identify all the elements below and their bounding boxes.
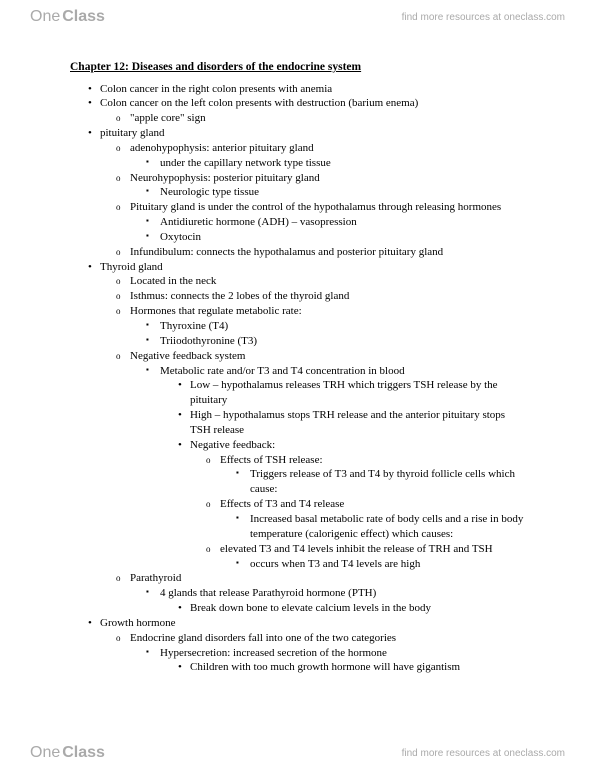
outline-item: Effects of TSH release: — [70, 453, 525, 468]
outline-item: Pituitary gland is under the control of … — [70, 200, 525, 215]
outline-item: Effects of T3 and T4 release — [70, 497, 525, 512]
outline-item: Negative feedback: — [70, 438, 525, 453]
page-footer: OneClass find more resources at oneclass… — [0, 736, 595, 770]
outline-item: Metabolic rate and/or T3 and T4 concentr… — [70, 364, 525, 379]
outline-item: Low – hypothalamus releases TRH which tr… — [70, 378, 525, 408]
outline-item: Children with too much growth hormone wi… — [70, 660, 525, 675]
brand-logo: OneClass — [30, 8, 105, 26]
outline-item: under the capillary network type tissue — [70, 156, 525, 171]
outline-item: Isthmus: connects the 2 lobes of the thy… — [70, 289, 525, 304]
outline-item: 4 glands that release Parathyroid hormon… — [70, 586, 525, 601]
outline-item: pituitary gland — [70, 126, 525, 141]
outline-item: elevated T3 and T4 levels inhibit the re… — [70, 542, 525, 557]
outline-item: Antidiuretic hormone (ADH) – vasopressio… — [70, 215, 525, 230]
header-tagline: find more resources at oneclass.com — [402, 12, 565, 23]
brand-logo-footer: OneClass — [30, 744, 105, 762]
outline-list: Colon cancer in the right colon presents… — [70, 82, 525, 676]
outline-item: Colon cancer on the left colon presents … — [70, 96, 525, 111]
outline-item: Negative feedback system — [70, 349, 525, 364]
outline-item: Colon cancer in the right colon presents… — [70, 82, 525, 97]
footer-tagline: find more resources at oneclass.com — [402, 748, 565, 759]
outline-item: Hormones that regulate metabolic rate: — [70, 304, 525, 319]
outline-item: Break down bone to elevate calcium level… — [70, 601, 525, 616]
outline-item: Located in the neck — [70, 274, 525, 289]
logo-text-one: One — [30, 8, 60, 26]
outline-item: Hypersecretion: increased secretion of t… — [70, 646, 525, 661]
document-content: Chapter 12: Diseases and disorders of th… — [0, 0, 595, 715]
outline-item: Infundibulum: connects the hypothalamus … — [70, 245, 525, 260]
outline-item: High – hypothalamus stops TRH release an… — [70, 408, 525, 438]
outline-item: occurs when T3 and T4 levels are high — [70, 557, 525, 572]
outline-item: adenohypophysis: anterior pituitary glan… — [70, 141, 525, 156]
outline-item: Endocrine gland disorders fall into one … — [70, 631, 525, 646]
chapter-title: Chapter 12: Diseases and disorders of th… — [70, 60, 525, 76]
outline-item: Neurohypophysis: posterior pituitary gla… — [70, 171, 525, 186]
page-header: OneClass find more resources at oneclass… — [0, 0, 595, 34]
outline-item: Growth hormone — [70, 616, 525, 631]
outline-item: Thyroid gland — [70, 260, 525, 275]
outline-item: "apple core" sign — [70, 111, 525, 126]
outline-item: Parathyroid — [70, 571, 525, 586]
outline-item: Increased basal metabolic rate of body c… — [70, 512, 525, 542]
outline-item: Thyroxine (T4) — [70, 319, 525, 334]
logo-text-class-footer: Class — [62, 744, 105, 762]
outline-item: Neurologic type tissue — [70, 185, 525, 200]
outline-item: Triggers release of T3 and T4 by thyroid… — [70, 467, 525, 497]
logo-text-class: Class — [62, 8, 105, 26]
outline-item: Oxytocin — [70, 230, 525, 245]
outline-item: Triiodothyronine (T3) — [70, 334, 525, 349]
logo-text-one-footer: One — [30, 744, 60, 762]
